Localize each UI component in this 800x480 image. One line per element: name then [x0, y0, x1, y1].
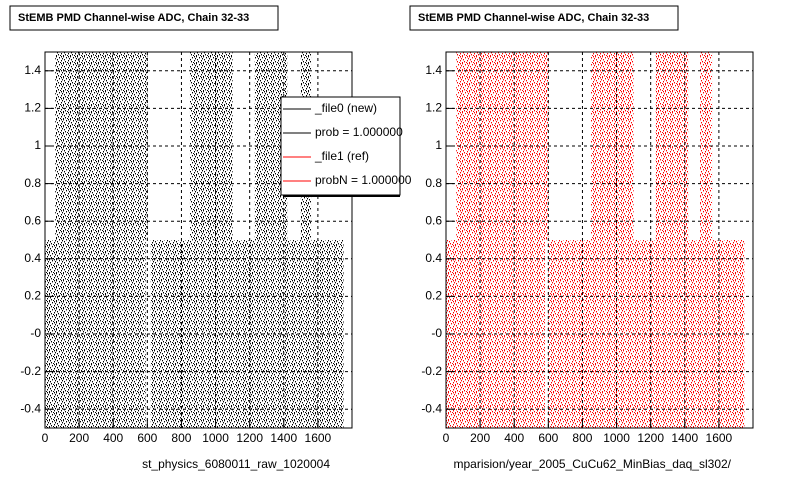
x-tick-label: 600	[137, 431, 157, 445]
legend-label: prob = 1.000000	[315, 125, 403, 139]
x-tick-label: 0	[42, 431, 49, 445]
y-tick-label: 1.2	[425, 101, 442, 115]
y-tick-label: -0	[431, 326, 442, 340]
x-tick-label: 1000	[603, 431, 630, 445]
x-axis-label: st_physics_6080011_raw_1020004	[142, 457, 330, 471]
y-tick-label: 1.2	[24, 101, 41, 115]
y-tick-label: 1	[34, 138, 41, 152]
y-tick-label: -0	[30, 326, 41, 340]
y-tick-label: 1.4	[24, 63, 41, 77]
x-tick-label: 1200	[637, 431, 664, 445]
legend-label: _file0 (new)	[314, 101, 377, 115]
y-tick-label: -0.4	[20, 401, 41, 415]
x-tick-label: 200	[470, 431, 490, 445]
y-tick-label: -0.2	[421, 364, 442, 378]
y-tick-label: 0.4	[425, 251, 442, 265]
legend-box	[280, 96, 401, 196]
x-tick-label: 0	[443, 431, 450, 445]
x-tick-label: 400	[504, 431, 524, 445]
y-tick-label: 0.2	[425, 289, 442, 303]
x-tick-label: 1200	[236, 431, 263, 445]
title-box	[9, 5, 279, 31]
x-tick-label: 1400	[270, 431, 297, 445]
y-tick-label: 0.6	[24, 213, 41, 227]
legend-label: probN = 1.000000	[315, 173, 412, 187]
y-tick-label: 1.4	[425, 63, 442, 77]
y-tick-label: 0.8	[425, 176, 442, 190]
y-tick-label: -0.4	[421, 401, 442, 415]
y-tick-label: 0.2	[24, 289, 41, 303]
chart-title: StEMB PMD Channel-wise ADC, Chain 32-33	[418, 12, 649, 24]
y-tick-label: 1	[435, 138, 442, 152]
chart-title: StEMB PMD Channel-wise ADC, Chain 32-33	[18, 12, 249, 24]
plot-border	[44, 51, 353, 429]
x-tick-label: 400	[103, 431, 123, 445]
y-tick-label: 0.8	[24, 176, 41, 190]
y-tick-label: 0.6	[425, 213, 442, 227]
x-axis-label: mparision/year_2005_CuCu62_MinBias_daq_s…	[453, 457, 731, 471]
point-band	[655, 52, 689, 240]
y-tick-label: 0.4	[24, 251, 41, 265]
title-box	[409, 5, 679, 31]
x-tick-label: 1600	[706, 431, 733, 445]
x-tick-label: 600	[538, 431, 558, 445]
x-tick-label: 200	[69, 431, 89, 445]
x-tick-label: 800	[572, 431, 592, 445]
legend-label: _file1 (ref)	[314, 149, 369, 163]
x-tick-label: 1600	[305, 431, 332, 445]
x-tick-label: 1400	[671, 431, 698, 445]
y-tick-label: -0.2	[20, 364, 41, 378]
plot-border	[445, 51, 754, 429]
x-tick-label: 1000	[202, 431, 229, 445]
x-tick-label: 800	[171, 431, 191, 445]
